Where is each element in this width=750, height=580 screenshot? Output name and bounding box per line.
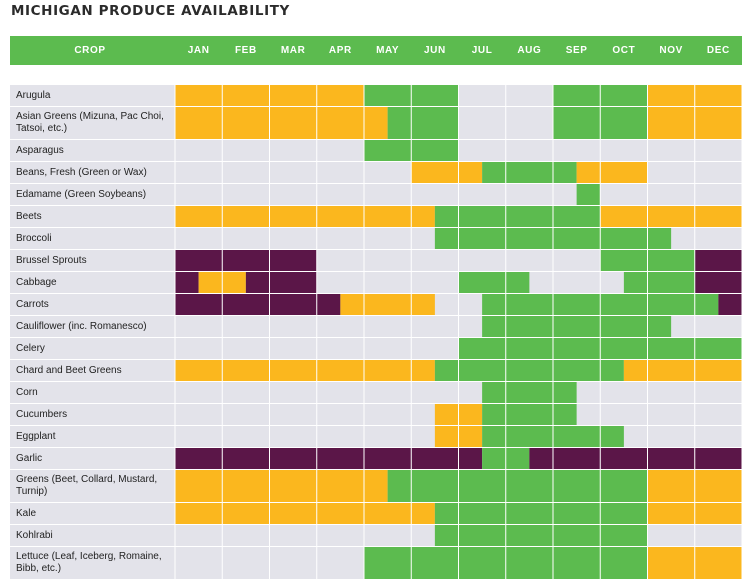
availability-bar	[529, 448, 742, 469]
availability-bar	[175, 470, 388, 502]
availability-bar	[434, 360, 624, 381]
availability-bar	[482, 382, 577, 403]
availability-bar	[175, 360, 435, 381]
availability-bar	[576, 184, 601, 205]
column-header-jul: JUL	[471, 45, 493, 56]
availability-bar	[175, 250, 317, 271]
availability-bar	[434, 503, 648, 524]
crop-label: Greens (Beet, Collard, Mustard, Turnip)	[16, 474, 158, 497]
availability-bar	[600, 206, 742, 227]
column-header-nov: NOV	[659, 45, 683, 56]
availability-bar	[387, 107, 459, 139]
crop-label: Cauliflower (inc. Romanesco)	[16, 320, 147, 332]
crop-label: Corn	[16, 386, 38, 398]
availability-bar	[175, 206, 435, 227]
availability-bar	[718, 294, 742, 315]
crop-label: Celery	[16, 342, 45, 354]
availability-bar	[387, 470, 648, 502]
column-header-aug: AUG	[517, 45, 542, 56]
crop-label: Cucumbers	[16, 408, 68, 420]
column-header-may: MAY	[376, 45, 400, 56]
availability-bar	[694, 250, 742, 271]
column-header-sep: SEP	[565, 45, 588, 56]
availability-bar	[482, 316, 672, 337]
crop-label: Kohlrabi	[16, 529, 53, 541]
crop-label: Edamame (Green Soybeans)	[16, 188, 147, 200]
availability-bar	[175, 448, 483, 469]
crop-label: Eggplant	[16, 430, 56, 442]
column-header-jan: JAN	[187, 45, 210, 56]
availability-bar	[175, 294, 341, 315]
crop-label: Asparagus	[16, 144, 64, 156]
column-header-apr: APR	[328, 45, 352, 56]
availability-bar	[340, 294, 435, 315]
row-background	[10, 184, 742, 205]
availability-bar	[411, 162, 483, 183]
column-header-dec: DEC	[706, 45, 730, 56]
availability-bar	[623, 272, 695, 293]
crop-label: Beans, Fresh (Green or Wax)	[16, 166, 147, 178]
availability-bar	[694, 272, 742, 293]
availability-bar	[458, 272, 530, 293]
column-header-crop: CROP	[74, 45, 106, 56]
crop-label: Carrots	[16, 298, 49, 310]
crop-label: Arugula	[16, 89, 51, 101]
column-header-oct: OCT	[612, 45, 636, 56]
availability-bar	[175, 503, 435, 524]
column-header-feb: FEB	[234, 45, 257, 56]
column-header-mar: MAR	[280, 45, 306, 56]
availability-bar	[175, 107, 388, 139]
crop-label: Beets	[16, 210, 42, 222]
column-header-jun: JUN	[423, 45, 446, 56]
crop-label: Brussel Sprouts	[16, 254, 87, 266]
availability-bar	[482, 404, 577, 425]
availability-bar	[576, 162, 648, 183]
crop-label: Cabbage	[16, 276, 57, 288]
crop-label: Asian Greens (Mizuna, Pac Choi, Tatsoi, …	[16, 111, 164, 134]
availability-bar	[434, 525, 648, 546]
availability-bar	[434, 206, 601, 227]
availability-bar	[623, 360, 742, 381]
availability-bar	[175, 272, 199, 293]
crop-label: Broccoli	[16, 232, 52, 244]
chart-title: MICHIGAN PRODUCE AVAILABILITY	[11, 3, 290, 19]
crop-label: Lettuce (Leaf, Iceberg, Romaine, Bibb, e…	[16, 551, 162, 574]
crop-label: Chard and Beet Greens	[16, 364, 122, 376]
crop-label: Garlic	[16, 452, 43, 464]
availability-bar	[245, 272, 317, 293]
table-header: CROP JAN FEB MAR APR MAY JUN JUL AUG SEP OCT NOV DE…	[10, 36, 742, 65]
availability-bar	[482, 162, 577, 183]
crop-label: Kale	[16, 507, 37, 519]
